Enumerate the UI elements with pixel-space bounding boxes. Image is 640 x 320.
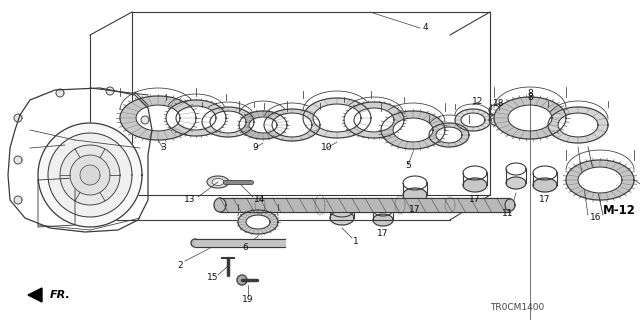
Polygon shape [455, 109, 491, 131]
Polygon shape [506, 177, 526, 189]
Polygon shape [238, 210, 278, 234]
Polygon shape [461, 113, 485, 127]
Polygon shape [429, 123, 469, 147]
Polygon shape [120, 96, 196, 140]
Text: TR0CM1400: TR0CM1400 [490, 303, 544, 312]
Polygon shape [141, 116, 149, 124]
Polygon shape [136, 105, 180, 131]
Polygon shape [313, 104, 361, 132]
Polygon shape [272, 113, 312, 137]
Polygon shape [60, 145, 120, 205]
Polygon shape [80, 165, 100, 185]
Polygon shape [403, 188, 427, 202]
Text: 11: 11 [502, 210, 514, 219]
Text: 8: 8 [527, 90, 533, 99]
Text: 4: 4 [422, 23, 428, 33]
Text: 17: 17 [540, 196, 551, 204]
Text: 9: 9 [252, 143, 258, 153]
Polygon shape [463, 178, 487, 192]
Text: 14: 14 [254, 196, 266, 204]
Text: 16: 16 [590, 213, 602, 222]
Text: 15: 15 [207, 274, 219, 283]
Polygon shape [264, 109, 320, 141]
Polygon shape [381, 111, 445, 149]
Polygon shape [237, 275, 247, 285]
Polygon shape [393, 118, 433, 142]
Polygon shape [176, 106, 216, 130]
Polygon shape [249, 117, 277, 133]
Polygon shape [166, 100, 226, 136]
Polygon shape [578, 167, 622, 193]
Text: 8: 8 [527, 93, 533, 102]
Polygon shape [303, 98, 371, 138]
Polygon shape [566, 118, 590, 132]
Text: 18: 18 [493, 100, 505, 108]
Polygon shape [489, 114, 509, 126]
Polygon shape [505, 199, 515, 211]
Text: 13: 13 [184, 196, 196, 204]
Text: M-12: M-12 [603, 204, 636, 217]
Polygon shape [207, 176, 229, 188]
Text: 1: 1 [353, 236, 359, 245]
Polygon shape [106, 87, 114, 95]
Polygon shape [436, 127, 462, 143]
Text: 5: 5 [405, 161, 411, 170]
Polygon shape [494, 97, 566, 139]
Polygon shape [28, 288, 42, 302]
Polygon shape [373, 214, 393, 226]
Polygon shape [558, 113, 598, 137]
Text: 3: 3 [160, 143, 166, 153]
Polygon shape [330, 211, 354, 225]
Polygon shape [56, 89, 64, 97]
Polygon shape [533, 178, 557, 192]
Polygon shape [354, 108, 394, 132]
Text: 10: 10 [321, 143, 333, 153]
Polygon shape [212, 179, 224, 186]
Polygon shape [566, 160, 634, 200]
Polygon shape [239, 111, 287, 139]
Text: 19: 19 [243, 295, 253, 305]
Polygon shape [214, 198, 226, 212]
Text: 17: 17 [469, 196, 481, 204]
Polygon shape [14, 156, 22, 164]
Polygon shape [38, 123, 142, 227]
Text: 2: 2 [177, 260, 183, 269]
Text: 17: 17 [377, 229, 388, 238]
Text: 6: 6 [242, 244, 248, 252]
Polygon shape [246, 215, 270, 229]
Text: 12: 12 [472, 98, 484, 107]
Polygon shape [210, 111, 246, 133]
Polygon shape [191, 239, 199, 247]
Polygon shape [548, 107, 608, 143]
Text: FR.: FR. [50, 290, 71, 300]
Polygon shape [70, 155, 110, 195]
Polygon shape [508, 105, 552, 131]
Text: 17: 17 [409, 205, 420, 214]
Polygon shape [48, 133, 132, 217]
Polygon shape [14, 196, 22, 204]
Polygon shape [143, 109, 173, 127]
Polygon shape [202, 107, 254, 137]
Polygon shape [14, 114, 22, 122]
Polygon shape [344, 102, 404, 138]
